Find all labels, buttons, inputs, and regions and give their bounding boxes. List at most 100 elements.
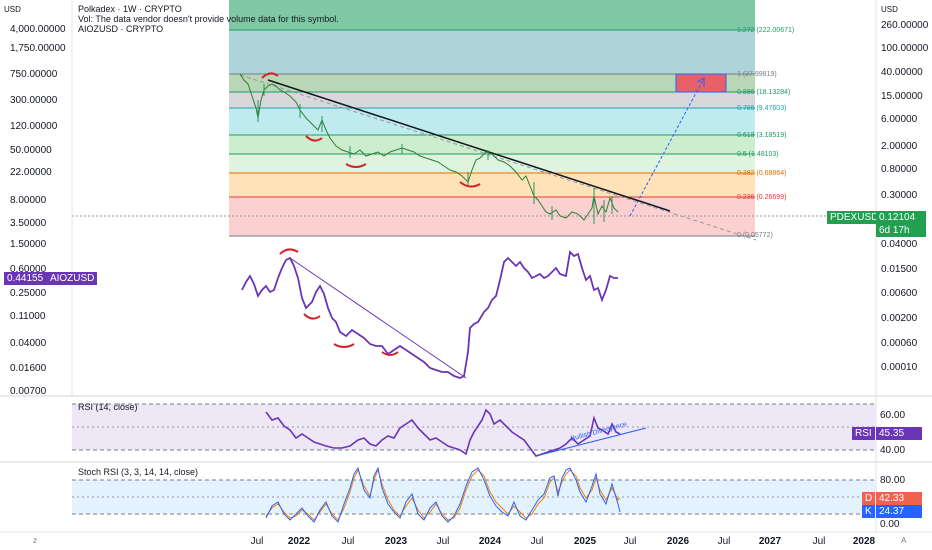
time-axis-label-7[interactable]: 2025 [573, 536, 597, 547]
rsi-axis-60[interactable]: 60.00 [880, 410, 906, 421]
pdex-symbol-tag: PDEXUSD [827, 211, 882, 224]
right-axis-label-4[interactable]: 6.00000 [881, 114, 918, 125]
fib-label-5: 0.5 (1.48103) [737, 151, 779, 158]
aioz-downtrend-line[interactable] [289, 257, 467, 379]
left-axis-label-2[interactable]: 750.00000 [10, 69, 58, 80]
dashed-trendline[interactable] [239, 74, 757, 241]
left-axis-label-9[interactable]: 1.50000 [10, 239, 47, 250]
aioz-tag-value: 0.44155 [7, 273, 44, 284]
right-axis-lower-label-3[interactable]: 0.00060 [881, 338, 918, 349]
left-axis-label-6[interactable]: 22.00000 [10, 167, 52, 178]
stoch-k-tag: K [862, 505, 875, 518]
stoch-title[interactable]: Stoch RSI (3, 3, 14, 14, close) [78, 467, 199, 477]
fib-band-1 [229, 30, 755, 74]
time-axis-label-10[interactable]: Jul [717, 536, 731, 547]
right-axis-label-2[interactable]: 40.00000 [881, 67, 923, 78]
left-axis-label-1[interactable]: 1,750.00000 [10, 43, 66, 54]
rsi-value-tag: 45.35 [876, 427, 922, 440]
rsi-title[interactable]: RSI (14, close) [78, 402, 138, 412]
swing-markers-upper [261, 72, 481, 188]
left-axis-label-8[interactable]: 3.50000 [10, 218, 47, 229]
left-axis-currency[interactable]: USD [4, 5, 21, 14]
fib-band-0618 [229, 108, 755, 135]
left-axis-label-5[interactable]: 50.00000 [10, 145, 52, 156]
left-axis-label-7[interactable]: 8.00000 [10, 195, 47, 206]
projection-arrow[interactable] [629, 79, 704, 217]
fib-band-0236 [229, 173, 755, 197]
pdex-price-line [239, 73, 619, 221]
left-axis-label-10[interactable]: 0.60000 [10, 264, 47, 275]
fib-band-1272 [229, 0, 755, 30]
right-axis-lower-label-2[interactable]: 0.00200 [881, 313, 918, 324]
left-axis-label-15[interactable]: 0.00700 [10, 386, 47, 397]
bullish-divergence-line[interactable] [539, 427, 647, 456]
fib-label-6: 0.382 (0.68864) [737, 170, 787, 177]
zoom-icon[interactable]: z [33, 536, 37, 545]
left-axis-label-4[interactable]: 120.00000 [10, 121, 58, 132]
fib-band-0786 [229, 92, 755, 108]
stoch-k-line [265, 466, 621, 523]
left-axis-label-14[interactable]: 0.01600 [10, 363, 47, 374]
right-axis-label-6[interactable]: 0.80000 [881, 164, 918, 175]
fib-band-0382 [229, 154, 755, 173]
swing-markers-lower [279, 248, 399, 356]
time-axis-label-0[interactable]: Jul [250, 536, 264, 547]
time-axis-label-9[interactable]: 2026 [666, 536, 690, 547]
time-axis-label-1[interactable]: 2022 [287, 536, 311, 547]
right-axis-label-1[interactable]: 100.00000 [881, 43, 929, 54]
fib-bands [229, 0, 755, 236]
right-axis-label-3[interactable]: 15.00000 [881, 91, 923, 102]
fib-band-05 [229, 135, 755, 154]
fib-label-1: 1 (37.99819) [737, 71, 777, 78]
overlay-symbol[interactable]: AIOZUSD · CRYPTO [78, 24, 164, 34]
left-axis-label-11[interactable]: 0.25000 [10, 288, 47, 299]
fib-label-8: 0 (0.05772) [737, 232, 773, 239]
time-axis-label-12[interactable]: Jul [812, 536, 826, 547]
right-axis-label-0[interactable]: 260.00000 [881, 20, 929, 31]
time-axis-label-11[interactable]: 2027 [758, 536, 782, 547]
stoch-d-value-tag: 42.33 [876, 492, 922, 505]
fib-lines [229, 29, 755, 237]
rsi-line [265, 408, 621, 457]
fib-label-7: 0.236 (0.26699) [737, 194, 787, 201]
time-axis-label-4[interactable]: Jul [436, 536, 450, 547]
left-axis-label-0[interactable]: 4,000.00000 [10, 24, 66, 35]
pdex-candles [257, 84, 613, 224]
rsi-tag: RSI [852, 427, 875, 440]
stoch-axis-80[interactable]: 80.00 [880, 475, 906, 486]
resistance-trendline[interactable] [267, 79, 671, 212]
pdex-tag-value: 0.12104 [879, 212, 916, 223]
right-axis-label-8[interactable]: 0.04000 [881, 239, 918, 250]
time-axis-label-5[interactable]: 2024 [478, 536, 502, 547]
right-axis-lower-label-1[interactable]: 0.00600 [881, 288, 918, 299]
left-axis-label-3[interactable]: 300.00000 [10, 95, 58, 106]
stoch-axis-0[interactable]: 0.00 [880, 519, 900, 530]
volume-note: Vol: The data vendor doesn't provide vol… [78, 14, 339, 24]
right-axis-currency[interactable]: USD [881, 5, 898, 14]
fib-label-3: 0.786 (9.47603) [737, 105, 787, 112]
pdex-tag-countdown: 6d 17h [879, 225, 910, 236]
time-axis-label-8[interactable]: Jul [623, 536, 637, 547]
arrow-head [696, 76, 705, 87]
aioz-tag-symbol: AIOZUSD [49, 273, 95, 284]
right-axis-lower-label-0[interactable]: 0.01500 [881, 264, 918, 275]
right-axis-label-7[interactable]: 0.30000 [881, 190, 918, 201]
fib-band-0886 [229, 74, 755, 92]
time-axis-label-6[interactable]: Jul [530, 536, 544, 547]
time-axis-label-3[interactable]: 2023 [384, 536, 408, 547]
right-axis-label-5[interactable]: 2.00000 [881, 141, 918, 152]
fib-label-2: 0.886 (18.13284) [737, 89, 791, 96]
pdex-price-tag: 0.12104 6d 17h [876, 211, 926, 237]
stoch-k-value-tag: 24.37 [876, 505, 922, 518]
auto-scale-icon[interactable]: A [901, 536, 907, 545]
left-axis-label-12[interactable]: 0.11000 [10, 311, 46, 322]
left-axis-label-13[interactable]: 0.04000 [10, 338, 47, 349]
right-axis-lower-label-4[interactable]: 0.00010 [881, 362, 918, 373]
time-axis-label-13[interactable]: 2028 [852, 536, 876, 547]
time-axis-label-2[interactable]: Jul [341, 536, 355, 547]
rsi-axis-40[interactable]: 40.00 [880, 445, 906, 456]
aioz-price-tag: 0.44155 AIOZUSD [4, 272, 98, 285]
chart-title[interactable]: Polkadex · 1W · CRYPTO [78, 4, 182, 14]
fib-label-4: 0.618 (3.18519) [737, 132, 787, 139]
